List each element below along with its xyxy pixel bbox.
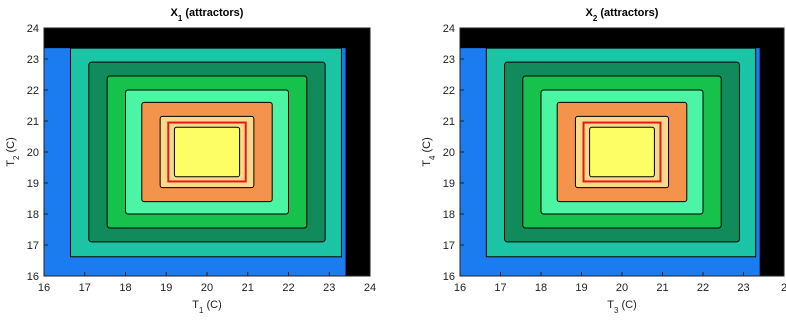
chart-1-xtick-label: 21: [242, 282, 254, 294]
chart-1-xtick-label: 18: [119, 282, 131, 294]
chart-1-xtick-label: 22: [282, 282, 294, 294]
chart-2-ytick-label: 17: [443, 240, 455, 252]
chart-2-ytick-label: 22: [443, 85, 455, 97]
chart-2-xtick-label: 20: [616, 282, 628, 294]
chart-2-title: X2 (attractors): [586, 7, 659, 23]
chart-2-region-8: [589, 126, 655, 178]
chart-1-ytick-label: 20: [27, 147, 39, 159]
chart-1-xlabel: T1 (C): [192, 299, 222, 315]
chart-2-xtick-label: 18: [535, 282, 547, 294]
chart-1-xtick-label: 16: [38, 282, 50, 294]
chart-2-ytick-label: 23: [443, 54, 455, 66]
chart-1-ytick-label: 17: [27, 240, 39, 252]
chart-1-xtick-label: 24: [364, 282, 376, 294]
chart-2-xtick-label: 23: [737, 282, 749, 294]
chart-2-ylabel: T4 (C): [421, 137, 437, 167]
chart-2-ytick-label: 24: [443, 23, 455, 35]
chart-1-ytick-label: 22: [27, 85, 39, 97]
chart-2-xtick-label: 2: [781, 282, 786, 294]
chart-1-title: X1 (attractors): [171, 7, 244, 23]
chart-1-region-8: [173, 126, 241, 178]
chart-1-attractor: [167, 121, 247, 183]
chart-2-xtick-label: 17: [494, 282, 506, 294]
chart-1-ylabel: T2 (C): [5, 137, 21, 167]
chart-1-xtick-label: 19: [160, 282, 172, 294]
chart-1-xtick-label: 20: [201, 282, 213, 294]
chart-2-xtick-label: 22: [697, 282, 709, 294]
chart-2-xtick-label: 21: [656, 282, 668, 294]
chart-2-xlabel: T3 (C): [607, 299, 637, 315]
chart-panel-1: 16 17 18 19 20 21 22 23 24 16 17 18 19 20 21 22 23 24 X1 (…: [5, 7, 376, 315]
chart-1-ytick-label: 16: [27, 271, 39, 283]
chart-1-ytick-label: 19: [27, 178, 39, 190]
chart-1-ytick-label: 24: [27, 23, 39, 35]
chart-panel-2: 16 17 18 19 20 21 22 23 2 16 17 18 19 20 21 22 23 24 X2 (a…: [400, 0, 786, 320]
chart-2-ytick-label: 21: [443, 116, 455, 128]
chart-2-xtick-label: 16: [454, 282, 466, 294]
chart-1-ytick-label: 18: [27, 209, 39, 221]
chart-2-ytick-label: 20: [443, 147, 455, 159]
chart-1-xtick-label: 17: [79, 282, 91, 294]
chart-2-ytick-label: 19: [443, 178, 455, 190]
chart-1-ytick-label: 23: [27, 54, 39, 66]
chart-2-ytick-label: 18: [443, 209, 455, 221]
chart-2-attractor: [582, 121, 662, 183]
chart-1-ytick-label: 21: [27, 116, 39, 128]
chart-2-svg: 16 17 18 19 20 21 22 23 2 16 17 18 19 20 21 22 23 24 X2 (a…: [421, 7, 786, 315]
chart-1-xtick-label: 23: [323, 282, 335, 294]
chart-1-svg: 16 17 18 19 20 21 22 23 24 16 17 18 19 20 21 22 23 24 X1 (…: [5, 7, 376, 315]
chart-2-xtick-label: 19: [575, 282, 587, 294]
chart-2-ytick-label: 16: [443, 271, 455, 283]
